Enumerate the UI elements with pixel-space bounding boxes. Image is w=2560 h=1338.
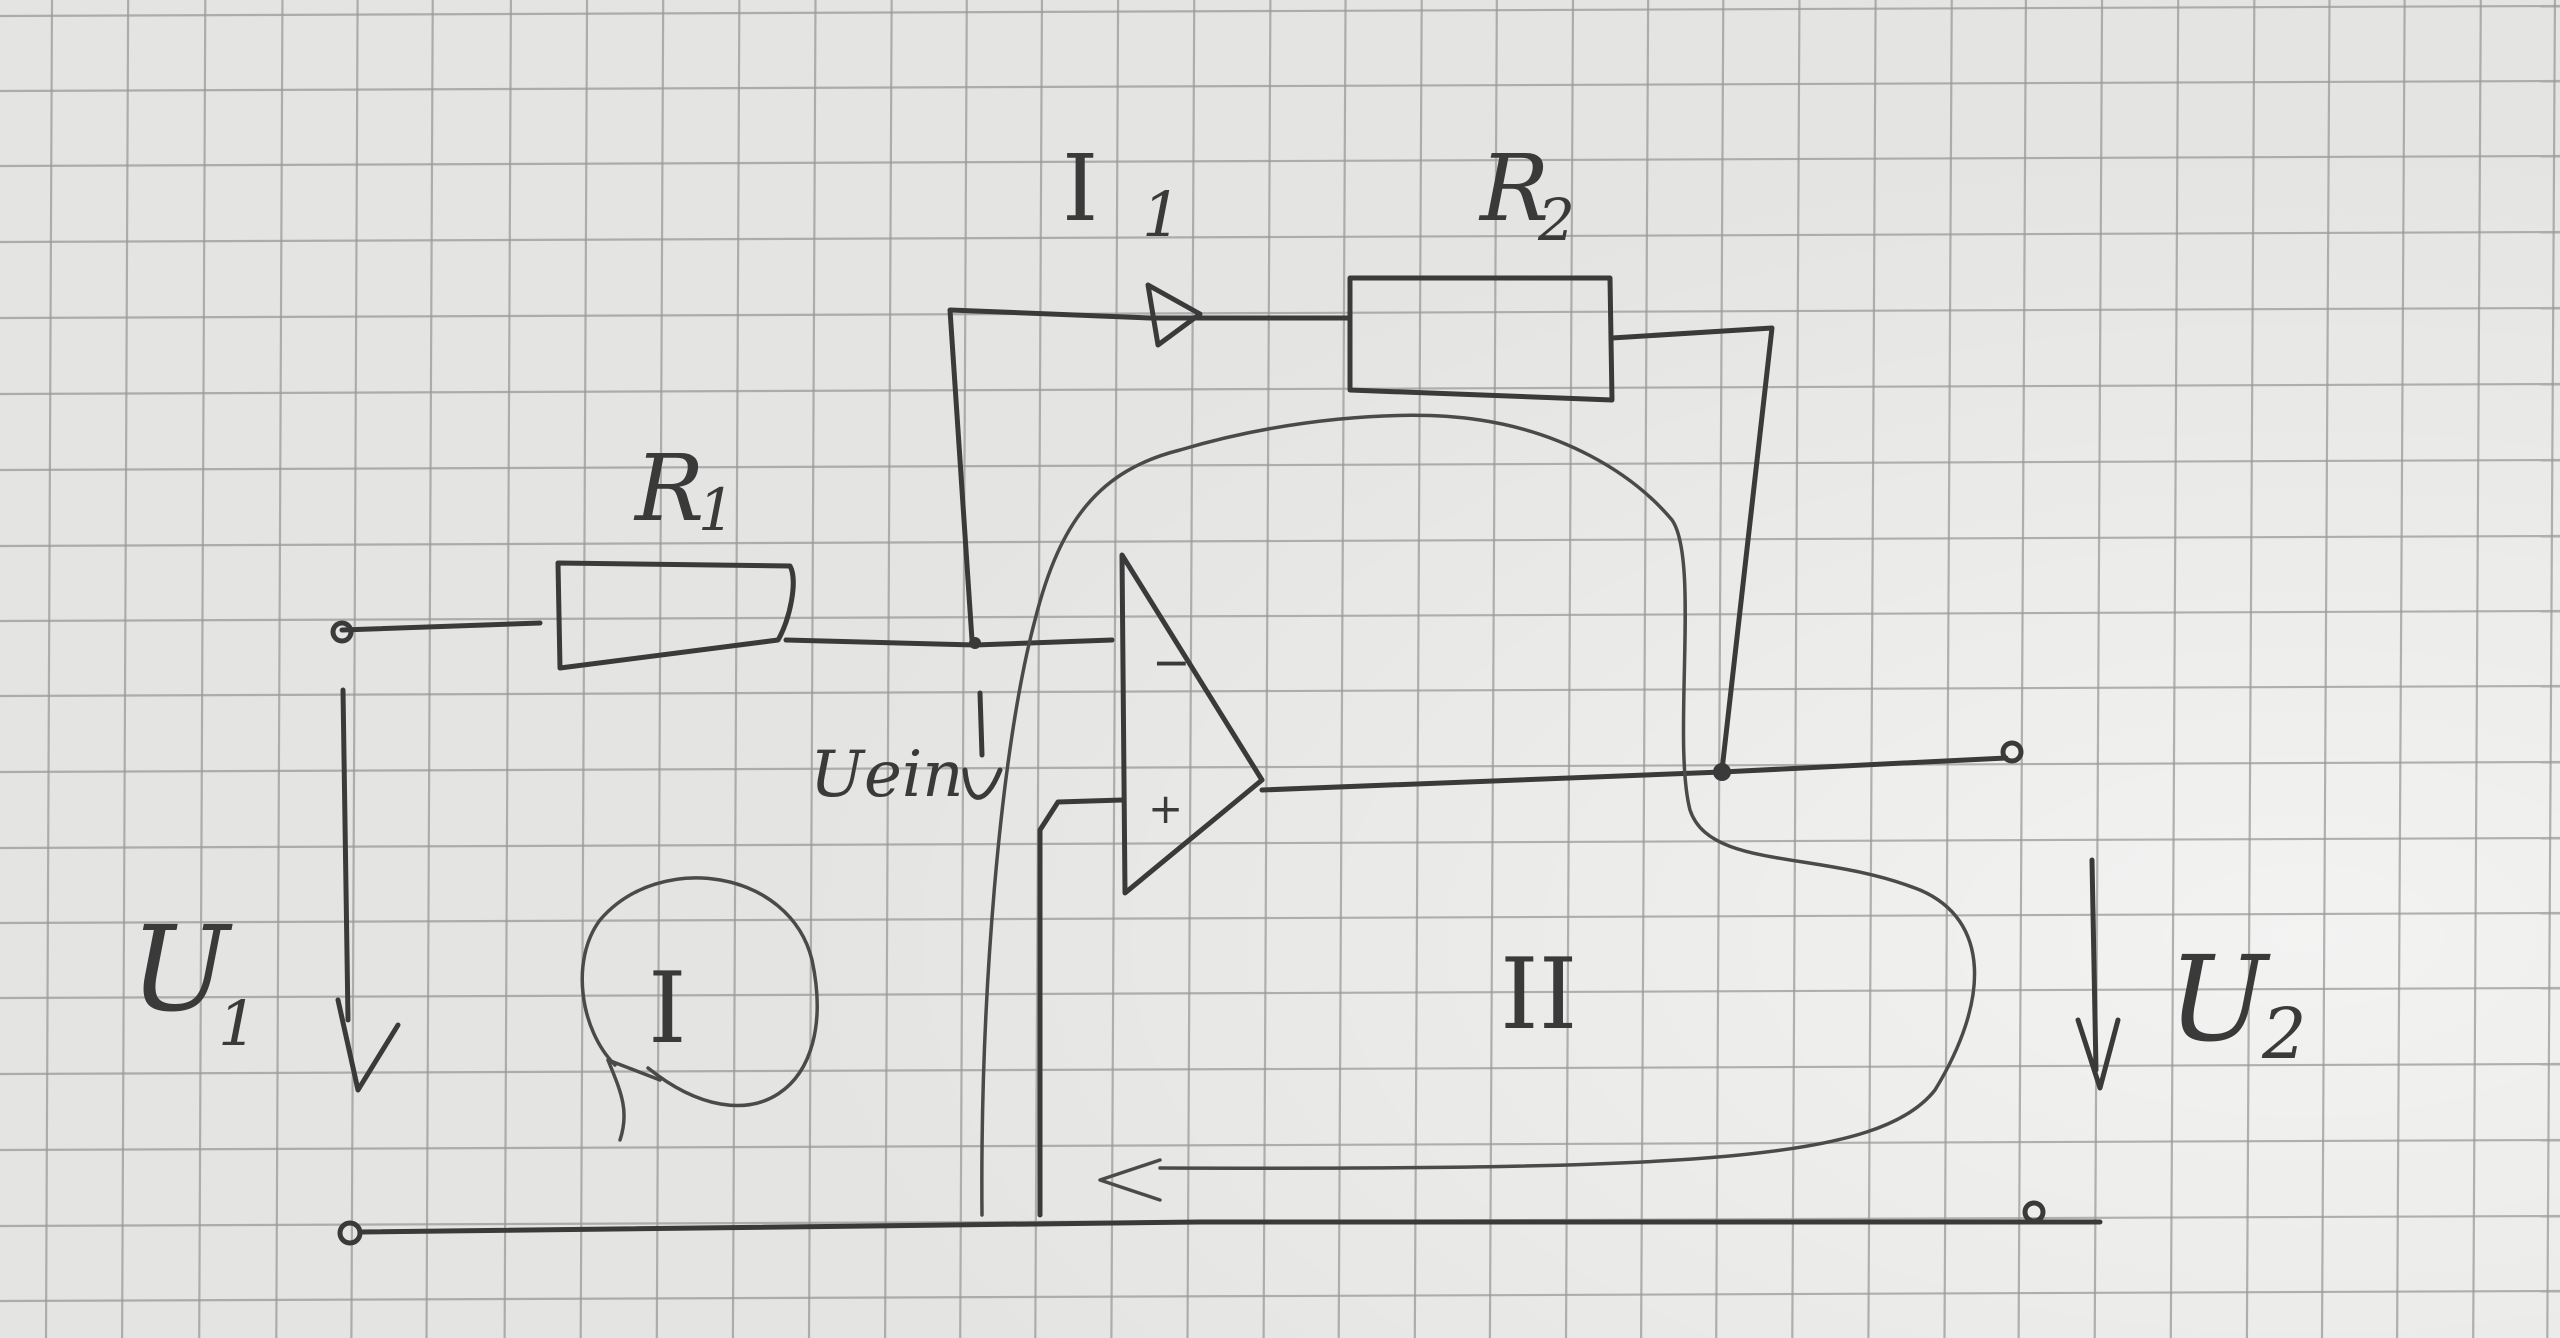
op-amp-plus-sign: +	[1148, 784, 1183, 833]
mesh-loop-i	[580, 876, 819, 1108]
grid-line-vertical	[1791, 0, 1801, 1338]
wire-opamp-output	[1259, 755, 2009, 793]
grid-line-horizontal	[0, 684, 2560, 698]
grid-line-vertical	[1337, 0, 1347, 1338]
resistor-r2	[1347, 275, 1615, 403]
grid-line-horizontal	[0, 1062, 2560, 1076]
grid-line-horizontal	[0, 79, 2560, 93]
grid-line-vertical	[1488, 0, 1498, 1338]
grid-line-vertical	[2017, 0, 2028, 1338]
mesh-loop-i-arrow	[606, 1058, 662, 1142]
grid-line-vertical	[121, 0, 130, 1338]
grid-line-horizontal	[0, 534, 2560, 548]
input-terminal-bottom	[337, 1220, 363, 1246]
grid-line-vertical	[2396, 0, 2406, 1338]
grid-line-horizontal	[0, 760, 2560, 774]
output-terminal-bottom	[2022, 1200, 2046, 1224]
grid-line-vertical	[1639, 0, 1650, 1338]
grid-line-vertical	[2169, 0, 2180, 1338]
mesh-loop-ii-arrow	[1098, 1158, 1162, 1202]
output-terminal	[2000, 740, 2024, 764]
grid-line-vertical	[1034, 0, 1044, 1338]
grid-line-vertical	[425, 0, 434, 1338]
label-u1-sub: 1	[218, 987, 257, 1060]
grid-line-horizontal	[0, 458, 2560, 472]
label-u1: U	[130, 900, 233, 1038]
label-loop-i: I	[648, 952, 687, 1066]
voltage-arrow-uein	[962, 690, 1003, 800]
label-r1-sub: 1	[698, 476, 735, 544]
wire-ground	[357, 1219, 2103, 1235]
grid-line-horizontal	[0, 306, 2560, 320]
label-current-i1: I	[1062, 135, 1098, 242]
op-amp-minus-sign: −	[1152, 635, 1191, 689]
label-uein: Uein	[810, 738, 964, 812]
label-current-i1-sub: 1	[1142, 178, 1181, 251]
label-u2: U	[2168, 930, 2271, 1068]
op-amp-symbol	[1119, 552, 1265, 896]
grid-line-vertical	[1564, 0, 1575, 1338]
grid-line-horizontal	[0, 1289, 2560, 1303]
grid-line-horizontal	[0, 836, 2560, 850]
grid-line-horizontal	[0, 609, 2560, 623]
grid-line-vertical	[2093, 0, 2104, 1338]
label-u2-sub: 2	[2261, 993, 2307, 1075]
grid-line-vertical	[807, 0, 817, 1338]
label-r1: R	[633, 435, 704, 542]
wire-feedback-left	[947, 307, 1153, 643]
grid-line-vertical	[2245, 0, 2256, 1338]
grid-line-vertical	[2472, 0, 2482, 1338]
grid-line-vertical	[579, 0, 589, 1338]
grid-line-horizontal	[0, 4, 2560, 18]
wire-input-to-r1	[339, 620, 543, 633]
grid-line-vertical	[350, 0, 359, 1338]
grid-line-vertical	[1110, 0, 1120, 1338]
grid-line-vertical	[959, 0, 968, 1338]
grid-line-horizontal	[0, 382, 2560, 396]
current-arrow-i1	[1145, 282, 1203, 348]
input-terminal-top	[330, 620, 354, 644]
grid-line-vertical	[655, 0, 665, 1338]
grid-line-vertical	[1943, 0, 1953, 1338]
resistor-r1	[555, 560, 796, 671]
grid-line-vertical	[731, 0, 741, 1338]
grid-line-vertical	[275, 0, 284, 1338]
grid-line-horizontal	[0, 154, 2560, 168]
grid-line-vertical	[1262, 0, 1272, 1338]
grid-line-vertical	[883, 0, 893, 1338]
voltage-arrow-u2	[2075, 857, 2121, 1091]
grid-line-horizontal	[0, 1138, 2560, 1152]
grid-line-horizontal	[0, 230, 2560, 244]
grid-line-vertical	[2546, 0, 2557, 1338]
voltage-arrow-u1	[335, 687, 401, 1093]
grid-line-vertical	[1715, 0, 1725, 1338]
label-r2: R	[1478, 135, 1549, 242]
grid-line-vertical	[198, 0, 207, 1338]
grid-line-horizontal	[0, 911, 2560, 925]
grid-line-vertical	[1413, 0, 1423, 1338]
label-loop-ii: II	[1500, 938, 1577, 1052]
grid-line-horizontal	[0, 986, 2560, 1000]
wire-r2-to-output	[1609, 325, 1775, 773]
grid-line-vertical	[44, 0, 54, 1338]
grid-line-vertical	[2320, 0, 2331, 1338]
label-r2-sub: 2	[1537, 186, 1575, 254]
grid-line-vertical	[503, 0, 512, 1338]
grid-line-vertical	[1867, 0, 1877, 1338]
wire-noninverting-to-ground	[1037, 797, 1125, 1218]
mesh-loop-ii	[980, 413, 1977, 1217]
